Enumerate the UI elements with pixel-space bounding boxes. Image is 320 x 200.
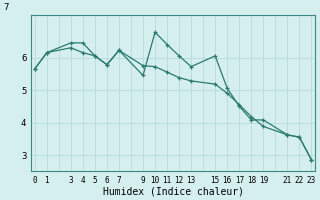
Text: 7: 7 bbox=[4, 3, 9, 12]
X-axis label: Humidex (Indice chaleur): Humidex (Indice chaleur) bbox=[103, 187, 244, 197]
